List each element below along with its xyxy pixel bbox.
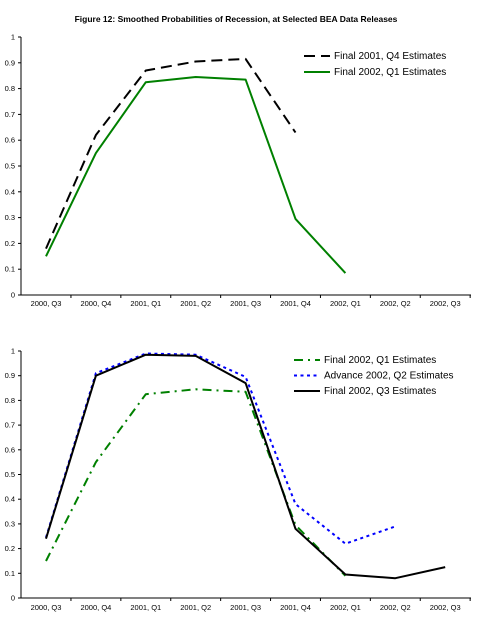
y-tick-label: 1 xyxy=(11,347,15,356)
y-tick-label: 0.4 xyxy=(5,187,15,196)
y-tick-label: 0.3 xyxy=(5,519,15,528)
legend-label: Final 2001, Q4 Estimates xyxy=(334,51,446,62)
series-line-2 xyxy=(45,352,396,545)
x-tick-label: 2002, Q3 xyxy=(430,603,461,612)
chart-top: 00.10.20.30.40.50.60.70.80.91 2000, Q3 20… xyxy=(5,33,471,308)
y-tick-label: 0.9 xyxy=(5,58,15,67)
chart-bottom: 00.10.20.30.40.50.60.70.80.91 2000, Q3 20… xyxy=(5,347,471,612)
x-tick-label: 2000, Q3 xyxy=(31,603,62,612)
legend-label: Final 2002, Q3 Estimates xyxy=(324,386,436,397)
x-tick-label: 2001, Q1 xyxy=(130,299,161,308)
y-tick-label: 0.9 xyxy=(5,371,15,380)
y-tick-label: 0.6 xyxy=(5,445,15,454)
y-tick-label: 0.5 xyxy=(5,162,15,171)
series-line-1 xyxy=(45,57,297,250)
y-ticks: 0 0.1 0.2 0.3 0.4 0.5 0.6 0.7 0.8 0.9 1 xyxy=(5,347,21,603)
y-tick-label: 0.7 xyxy=(5,421,15,430)
x-tick-label: 2002, Q3 xyxy=(430,299,461,308)
y-tick-label: 0.3 xyxy=(5,213,15,222)
x-tick-label: 2001, Q2 xyxy=(180,299,211,308)
y-tick-label: 0.4 xyxy=(5,495,15,504)
x-tick-label: 2002, Q2 xyxy=(380,603,411,612)
y-tick-label: 0.8 xyxy=(5,84,15,93)
series-line-2 xyxy=(45,76,347,274)
y-tick-label: 0.1 xyxy=(5,569,15,578)
series-lines xyxy=(45,57,347,274)
x-tick-label: 2001, Q1 xyxy=(130,603,161,612)
legend-label: Advance 2002, Q2 Estimates xyxy=(324,371,454,382)
x-ticks: 2000, Q3 2000, Q4 2001, Q1 2001, Q2 2001, Q3… xyxy=(31,598,471,612)
legend-label: Final 2002, Q1 Estimates xyxy=(334,67,446,78)
x-tick-label: 2002, Q2 xyxy=(380,299,411,308)
legend-label: Final 2002, Q1 Estimates xyxy=(324,355,436,366)
x-tick-label: 2001, Q4 xyxy=(280,603,311,612)
y-tick-label: 1 xyxy=(11,33,15,42)
series-lines xyxy=(45,352,446,580)
y-tick-label: 0.5 xyxy=(5,470,15,479)
x-tick-label: 2001, Q3 xyxy=(230,299,261,308)
y-tick-label: 0.8 xyxy=(5,396,15,405)
series-line-1 xyxy=(45,388,347,577)
series-line-3 xyxy=(45,353,446,580)
figure-title: Figure 12: Smoothed Probabilities of Rec… xyxy=(75,14,398,24)
y-tick-label: 0.6 xyxy=(5,136,15,145)
y-tick-label: 0.2 xyxy=(5,544,15,553)
y-tick-label: 0.7 xyxy=(5,110,15,119)
x-tick-label: 2001, Q3 xyxy=(230,603,261,612)
y-tick-label: 0 xyxy=(11,291,15,300)
x-tick-label: 2000, Q4 xyxy=(80,299,111,308)
legend: Final 2002, Q1 Estimates Advance 2002, Q2… xyxy=(294,355,454,397)
y-tick-label: 0 xyxy=(11,594,15,603)
x-tick-label: 2001, Q4 xyxy=(280,299,311,308)
y-tick-label: 0.2 xyxy=(5,239,15,248)
x-ticks: 2000, Q3 2000, Q4 2001, Q1 2001, Q2 2001, Q3… xyxy=(31,295,471,308)
legend: Final 2001, Q4 Estimates Final 2002, Q1 E… xyxy=(304,51,446,78)
x-tick-label: 2000, Q4 xyxy=(80,603,111,612)
x-tick-label: 2002, Q1 xyxy=(330,603,361,612)
x-tick-label: 2001, Q2 xyxy=(180,603,211,612)
y-ticks: 0 0.1 0.2 0.3 0.4 0.5 0.6 0.7 0.8 0.9 1 xyxy=(5,33,21,300)
x-tick-label: 2000, Q3 xyxy=(31,299,62,308)
y-tick-label: 0.1 xyxy=(5,265,15,274)
x-tick-label: 2002, Q1 xyxy=(330,299,361,308)
